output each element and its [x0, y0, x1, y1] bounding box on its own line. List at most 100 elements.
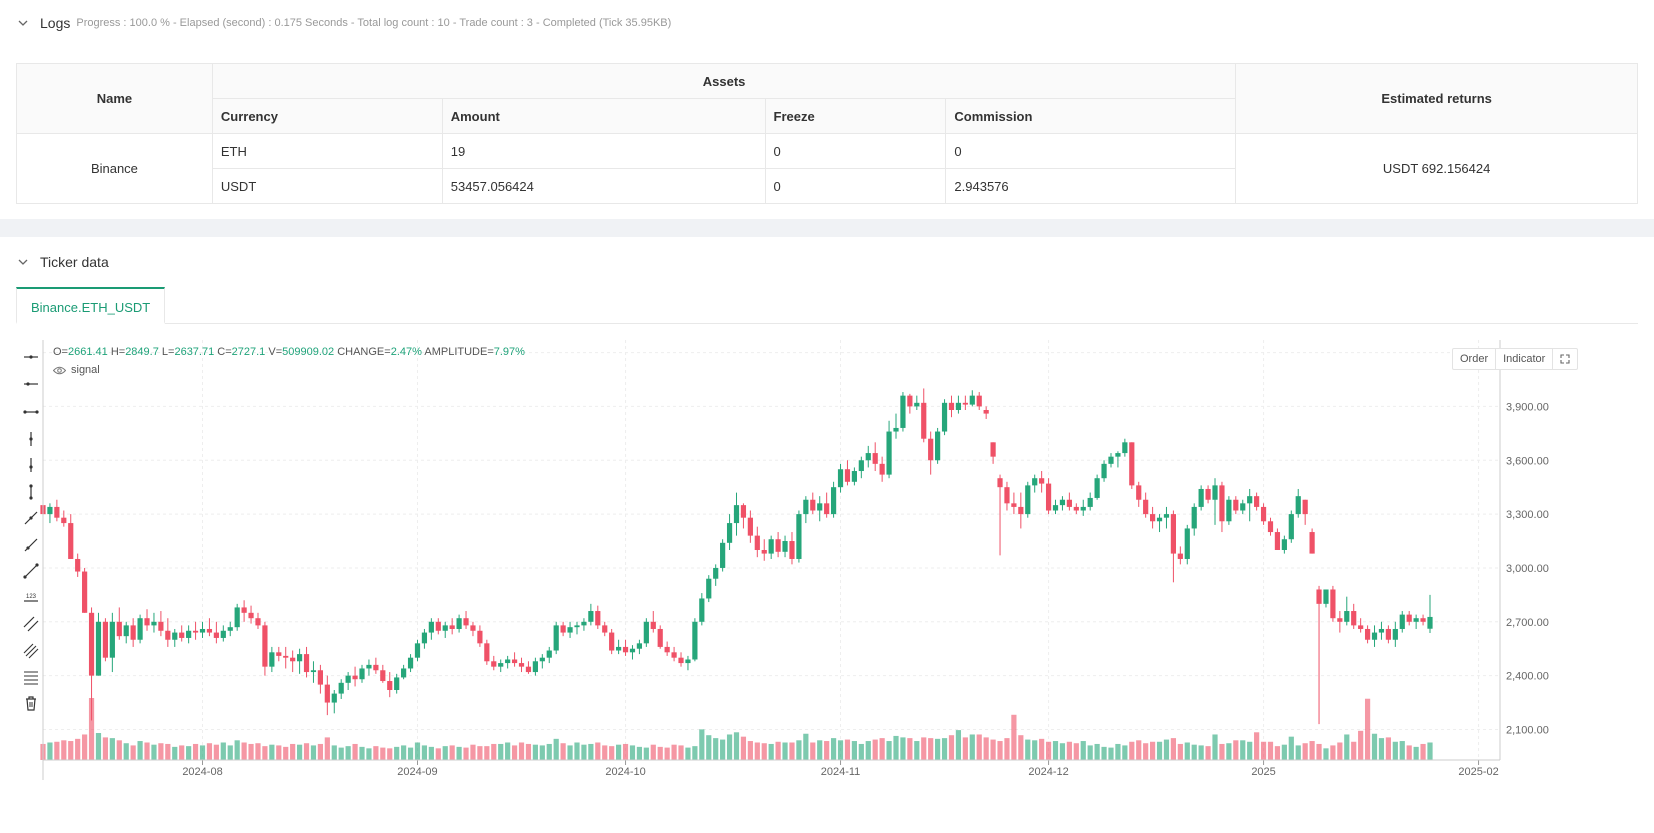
volume-bar	[955, 730, 962, 760]
tab-binance-eth-usdt[interactable]: Binance.ETH_USDT	[16, 287, 166, 324]
parallel-channel-icon[interactable]	[20, 613, 42, 635]
volume-bar	[359, 746, 365, 760]
candle	[560, 621, 566, 637]
horizontal-line-icon[interactable]	[20, 346, 42, 368]
volume-bar	[699, 729, 705, 760]
candle-body	[810, 499, 816, 511]
candle-body	[123, 625, 129, 637]
volume-bar	[768, 743, 774, 760]
commission-cell: 2.943576	[945, 168, 1237, 204]
indicator-button[interactable]: Indicator	[1496, 349, 1554, 369]
candle	[68, 514, 74, 559]
trash-icon[interactable]	[20, 692, 42, 714]
fibonacci-retracement-icon[interactable]	[20, 666, 42, 688]
candle-body	[186, 630, 192, 638]
volume-bar	[352, 743, 358, 760]
volume-bar	[456, 746, 462, 760]
candle	[532, 657, 538, 676]
candle	[789, 532, 795, 565]
candle-body	[1399, 614, 1405, 629]
candle	[241, 600, 247, 622]
candle-body	[616, 646, 622, 651]
candle-body	[352, 675, 358, 680]
volume-bar	[803, 733, 809, 760]
candle	[733, 492, 740, 536]
candle	[1004, 481, 1010, 511]
candle-body	[1226, 499, 1232, 522]
candle	[255, 612, 261, 629]
volume-bar	[1330, 745, 1336, 760]
amplitude-label: AMPLITUDE=	[424, 346, 494, 358]
volume-bar	[1080, 741, 1086, 760]
candle	[206, 618, 213, 637]
candle	[948, 395, 955, 418]
volume-bar	[782, 742, 788, 760]
chevron-down-icon[interactable]	[16, 255, 30, 269]
candle	[581, 618, 587, 631]
order-button[interactable]: Order	[1453, 349, 1497, 369]
candle-body	[1080, 506, 1086, 511]
candle-body	[1371, 632, 1378, 640]
candle	[844, 460, 851, 486]
candle	[893, 413, 899, 439]
volume-bar	[373, 746, 379, 760]
horizontal-segment-icon[interactable]	[20, 401, 42, 423]
candle	[740, 503, 747, 529]
candle	[1378, 621, 1385, 640]
volume-bar	[518, 742, 525, 760]
candle	[525, 661, 532, 674]
volume-bar	[366, 748, 372, 760]
vertical-ray-icon[interactable]	[20, 454, 42, 476]
trend-line-icon[interactable]	[20, 507, 42, 529]
exchange-cell: Binance	[16, 133, 213, 204]
ticker-header[interactable]: Ticker data	[0, 239, 1654, 285]
candle	[1143, 492, 1149, 518]
ray-line-icon[interactable]	[20, 534, 42, 556]
candle	[650, 611, 656, 633]
price-line-icon[interactable]: 123	[20, 586, 42, 608]
candle-body	[1101, 463, 1107, 479]
candle	[1399, 611, 1405, 633]
volume-bar	[394, 746, 400, 760]
volume-bar	[477, 746, 483, 760]
candle	[858, 456, 864, 479]
candle-body	[172, 632, 178, 640]
logs-header[interactable]: Logs Progress : 100.0 % - Elapsed (secon…	[0, 0, 1654, 46]
sub-freeze-header: Freeze	[764, 98, 947, 134]
volume-bar	[1371, 733, 1378, 760]
volume-bar	[997, 741, 1003, 760]
candle	[567, 621, 573, 638]
candlestick-chart[interactable]: 2,100.00 2,400.00 2,700.00 3,000.00 3,300.00…	[16, 340, 1638, 833]
volume-bar	[893, 735, 899, 760]
candle-body	[498, 663, 504, 667]
high-label: H=	[110, 346, 126, 358]
ticker-title: Ticker data	[40, 254, 109, 270]
candle	[1115, 451, 1121, 468]
candle	[477, 625, 483, 647]
vertical-segment-icon[interactable]	[20, 481, 42, 503]
candle	[414, 639, 421, 662]
candle-body	[851, 471, 857, 482]
signal-legend[interactable]: signal	[53, 364, 100, 376]
chevron-down-icon[interactable]	[16, 16, 30, 30]
eye-icon[interactable]	[53, 366, 66, 375]
horizontal-ray-icon[interactable]	[20, 373, 42, 395]
volume-bar	[525, 743, 532, 760]
candle	[678, 652, 684, 667]
vertical-line-icon[interactable]	[20, 428, 42, 450]
candle-body	[1254, 496, 1260, 507]
segment-line-icon[interactable]	[20, 560, 42, 582]
candle-body	[1302, 499, 1308, 515]
volume-bar	[1351, 741, 1357, 760]
candle-body	[643, 621, 649, 644]
volume-bar	[206, 743, 213, 760]
fibonacci-lines-icon[interactable]	[20, 640, 42, 662]
candle-body	[158, 621, 164, 631]
candle	[1281, 535, 1287, 554]
candle-body	[747, 517, 753, 536]
candle-body	[477, 630, 483, 644]
candle-body	[1247, 496, 1253, 504]
candle-body	[248, 612, 254, 619]
fullscreen-icon[interactable]	[1553, 349, 1577, 369]
volume-bar	[1323, 748, 1329, 760]
